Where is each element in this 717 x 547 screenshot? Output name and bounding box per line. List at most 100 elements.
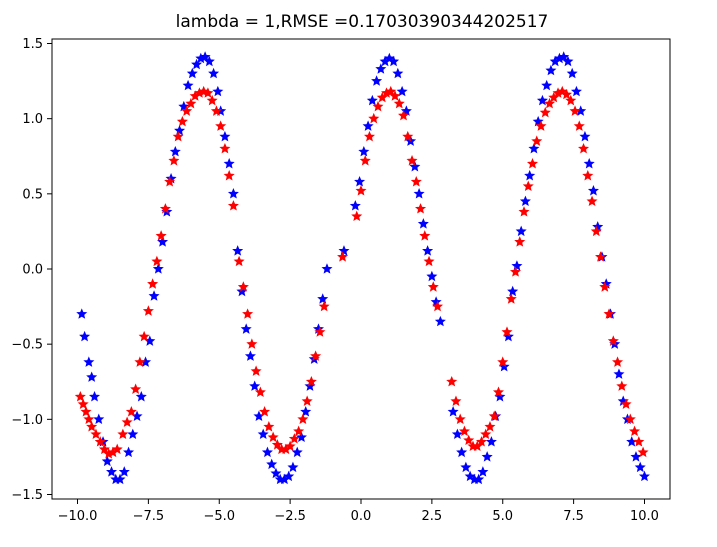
y-tick-label-6: 1.5 [22, 37, 43, 52]
series-1-point-103 [544, 97, 556, 109]
series-0-point-110 [566, 67, 578, 79]
series-1-point-62 [359, 154, 371, 166]
y-axis: −1.5 −1.0 −0.5 0.0 0.5 1.0 1.5 [11, 37, 52, 503]
series-1-point-65 [372, 100, 384, 112]
series-1-point-31 [202, 87, 214, 98]
series-1-point-16 [138, 330, 150, 342]
series-0-point-77 [417, 218, 429, 229]
series-0-point-53 [295, 431, 307, 443]
series-1-point-36 [223, 170, 235, 181]
series-1-point-116 [599, 281, 611, 292]
series-0-point-18 [148, 290, 160, 301]
series-1-point-41 [246, 338, 258, 349]
series-1-point-40 [242, 308, 254, 319]
series-1-point-44 [259, 406, 271, 417]
series-1-point-50 [284, 440, 296, 452]
series-0-point-105 [545, 64, 557, 76]
series-1-point-56 [310, 350, 322, 361]
series-1-point-109 [569, 105, 581, 116]
series-1 [74, 85, 649, 459]
series-0-point-58 [317, 293, 329, 304]
series-1-point-113 [586, 195, 598, 207]
series-1-point-25 [176, 115, 188, 127]
series-1-point-71 [398, 109, 410, 121]
series-0-point-37 [227, 188, 239, 199]
series-0-point-0 [76, 308, 88, 319]
series-1-point-101 [535, 120, 547, 131]
series-1-point-19 [151, 255, 163, 267]
series-0-point-121 [613, 368, 625, 379]
series-0-point-64 [362, 120, 374, 131]
series-0-point-79 [426, 270, 438, 282]
series-1-point-115 [595, 251, 607, 262]
x-tick-label-5: 2.5 [422, 509, 443, 524]
series-1-point-118 [607, 335, 619, 346]
series-1-point-54 [301, 395, 313, 406]
series-0-point-47 [270, 467, 282, 479]
series-1-point-52 [293, 425, 305, 437]
x-tick-label-7: 7.5 [563, 509, 584, 524]
series-1-point-23 [168, 154, 180, 166]
series-0-point-11 [118, 466, 130, 477]
series-0-point-38 [232, 245, 244, 256]
series-1-point-98 [522, 180, 534, 192]
series-0-point-61 [349, 200, 361, 211]
series-0-point-54 [300, 406, 312, 417]
series-1-point-124 [633, 436, 645, 447]
series-0-point-70 [388, 55, 400, 67]
series-1-point-12 [121, 416, 133, 428]
chart-title: lambda = 1,RMSE =0.17030390344202517 [176, 12, 549, 32]
series-1-point-78 [427, 281, 439, 292]
series-0-point-104 [541, 79, 553, 91]
y-tick-label-4: 0.5 [22, 187, 43, 202]
series-1-point-53 [297, 413, 309, 425]
series-1-point-64 [368, 112, 380, 124]
series-1-point-3 [83, 413, 95, 425]
series-1-point-73 [406, 154, 418, 166]
series-0-point-100 [524, 170, 536, 181]
series-1-point-24 [172, 130, 184, 142]
series-1-point-10 [111, 443, 123, 455]
series-0-point-66 [371, 75, 383, 86]
series-0-point-8 [106, 466, 118, 477]
series-0-point-96 [507, 285, 519, 297]
series-0-point-45 [261, 446, 273, 458]
series-1-point-111 [578, 142, 590, 154]
series-1-point-75 [415, 203, 427, 214]
series-1-point-110 [573, 120, 585, 131]
series-0-point-59 [321, 263, 333, 274]
series-1-point-96 [514, 236, 526, 247]
series-0-point-98 [515, 225, 527, 237]
x-tick-label-0: −10.0 [58, 509, 98, 524]
series-1-point-61 [355, 185, 367, 196]
series-1-point-102 [539, 106, 551, 118]
series-1-point-1 [77, 398, 89, 409]
y-tick-label-1: −1.0 [11, 413, 43, 428]
series-1-point-21 [159, 203, 171, 214]
series-1-point-32 [206, 94, 218, 106]
series-1-point-0 [74, 390, 86, 402]
series-1-point-99 [527, 157, 539, 169]
series-0-point-88 [473, 473, 485, 485]
series-1-point-39 [237, 281, 249, 292]
series-1-point-108 [565, 94, 577, 106]
series-1-point-97 [518, 206, 530, 217]
series-1-point-47 [271, 439, 283, 450]
x-tick-label-2: −5.0 [203, 509, 235, 524]
series-0-point-111 [570, 85, 582, 97]
series-1-point-13 [125, 406, 137, 417]
series-1-point-58 [318, 300, 330, 312]
y-tick-label-3: 0.0 [22, 263, 43, 278]
series-0-point-62 [354, 176, 366, 187]
series-1-point-60 [351, 210, 363, 222]
series-1-point-57 [314, 326, 326, 337]
series-1-point-84 [463, 434, 475, 446]
series-0-point-63 [358, 145, 370, 157]
series-0-point-108 [558, 51, 570, 62]
series-0-point-67 [375, 63, 387, 74]
series-0-point-19 [152, 263, 164, 274]
series-1-point-46 [267, 431, 279, 443]
series-1-point-51 [288, 433, 300, 444]
x-tick-label-1: −7.5 [133, 509, 165, 524]
series-0-point-24 [174, 124, 186, 136]
